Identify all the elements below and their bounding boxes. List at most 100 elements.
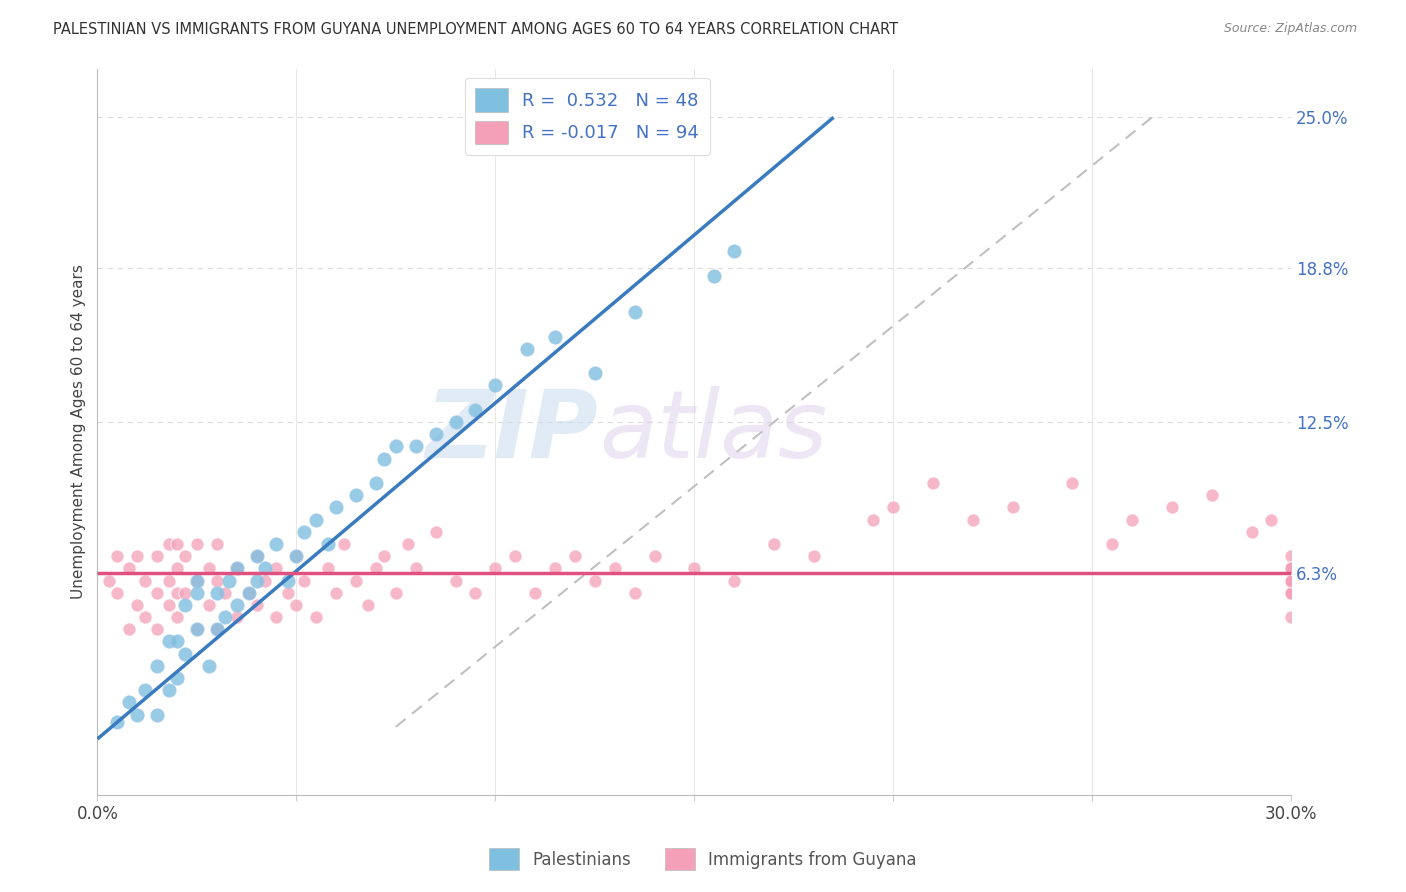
Point — [214, 585, 236, 599]
Point — [385, 585, 408, 599]
Point — [1101, 537, 1123, 551]
Point — [373, 549, 395, 563]
Point — [316, 537, 339, 551]
Point — [1279, 574, 1302, 588]
Point — [166, 585, 188, 599]
Point — [134, 574, 156, 588]
Point — [1279, 574, 1302, 588]
Point — [205, 574, 228, 588]
Point — [134, 683, 156, 698]
Point — [325, 585, 347, 599]
Point — [364, 561, 387, 575]
Point — [305, 610, 328, 624]
Point — [1279, 549, 1302, 563]
Point — [425, 427, 447, 442]
Point — [253, 561, 276, 575]
Point — [803, 549, 825, 563]
Point — [1279, 574, 1302, 588]
Point — [444, 574, 467, 588]
Point — [364, 475, 387, 490]
Point — [157, 574, 180, 588]
Point — [703, 268, 725, 283]
Point — [484, 561, 506, 575]
Point — [1279, 585, 1302, 599]
Point — [166, 671, 188, 685]
Point — [373, 451, 395, 466]
Point — [524, 585, 547, 599]
Point — [238, 585, 260, 599]
Point — [564, 549, 586, 563]
Point — [683, 561, 706, 575]
Point — [174, 585, 197, 599]
Point — [464, 402, 486, 417]
Point — [157, 683, 180, 698]
Point — [105, 585, 128, 599]
Point — [285, 598, 308, 612]
Point — [197, 561, 219, 575]
Point — [146, 658, 169, 673]
Point — [396, 537, 419, 551]
Point — [1279, 585, 1302, 599]
Point — [186, 585, 208, 599]
Text: ZIP: ZIP — [426, 386, 599, 478]
Point — [98, 574, 121, 588]
Point — [225, 610, 247, 624]
Point — [405, 561, 427, 575]
Point — [316, 561, 339, 575]
Text: PALESTINIAN VS IMMIGRANTS FROM GUYANA UNEMPLOYMENT AMONG AGES 60 TO 64 YEARS COR: PALESTINIAN VS IMMIGRANTS FROM GUYANA UN… — [53, 22, 898, 37]
Point — [174, 549, 197, 563]
Point — [723, 244, 745, 259]
Point — [218, 574, 240, 588]
Point — [105, 549, 128, 563]
Point — [1001, 500, 1024, 515]
Point — [186, 574, 208, 588]
Point — [1279, 561, 1302, 575]
Point — [205, 622, 228, 636]
Point — [134, 610, 156, 624]
Point — [544, 561, 567, 575]
Point — [118, 695, 141, 709]
Point — [266, 610, 288, 624]
Point — [385, 439, 408, 453]
Point — [464, 585, 486, 599]
Point — [245, 549, 267, 563]
Legend: R =  0.532   N = 48, R = -0.017   N = 94: R = 0.532 N = 48, R = -0.017 N = 94 — [464, 78, 710, 154]
Point — [1260, 512, 1282, 526]
Point — [214, 610, 236, 624]
Point — [285, 549, 308, 563]
Point — [225, 598, 247, 612]
Point — [186, 622, 208, 636]
Point — [644, 549, 666, 563]
Point — [146, 707, 169, 722]
Point — [1201, 488, 1223, 502]
Point — [623, 585, 645, 599]
Point — [238, 585, 260, 599]
Point — [292, 524, 315, 539]
Point — [1279, 574, 1302, 588]
Text: atlas: atlas — [599, 386, 827, 477]
Y-axis label: Unemployment Among Ages 60 to 64 years: Unemployment Among Ages 60 to 64 years — [72, 264, 86, 599]
Point — [344, 488, 367, 502]
Point — [862, 512, 884, 526]
Point — [1121, 512, 1143, 526]
Point — [1279, 561, 1302, 575]
Point — [583, 366, 606, 380]
Point — [266, 537, 288, 551]
Point — [127, 707, 149, 722]
Point — [253, 574, 276, 588]
Point — [344, 574, 367, 588]
Point — [292, 574, 315, 588]
Point — [146, 549, 169, 563]
Point — [186, 622, 208, 636]
Point — [1279, 561, 1302, 575]
Point — [516, 342, 538, 356]
Point — [484, 378, 506, 392]
Point — [357, 598, 380, 612]
Point — [723, 574, 745, 588]
Point — [146, 585, 169, 599]
Point — [118, 561, 141, 575]
Point — [186, 574, 208, 588]
Point — [962, 512, 984, 526]
Point — [166, 634, 188, 648]
Point — [1161, 500, 1184, 515]
